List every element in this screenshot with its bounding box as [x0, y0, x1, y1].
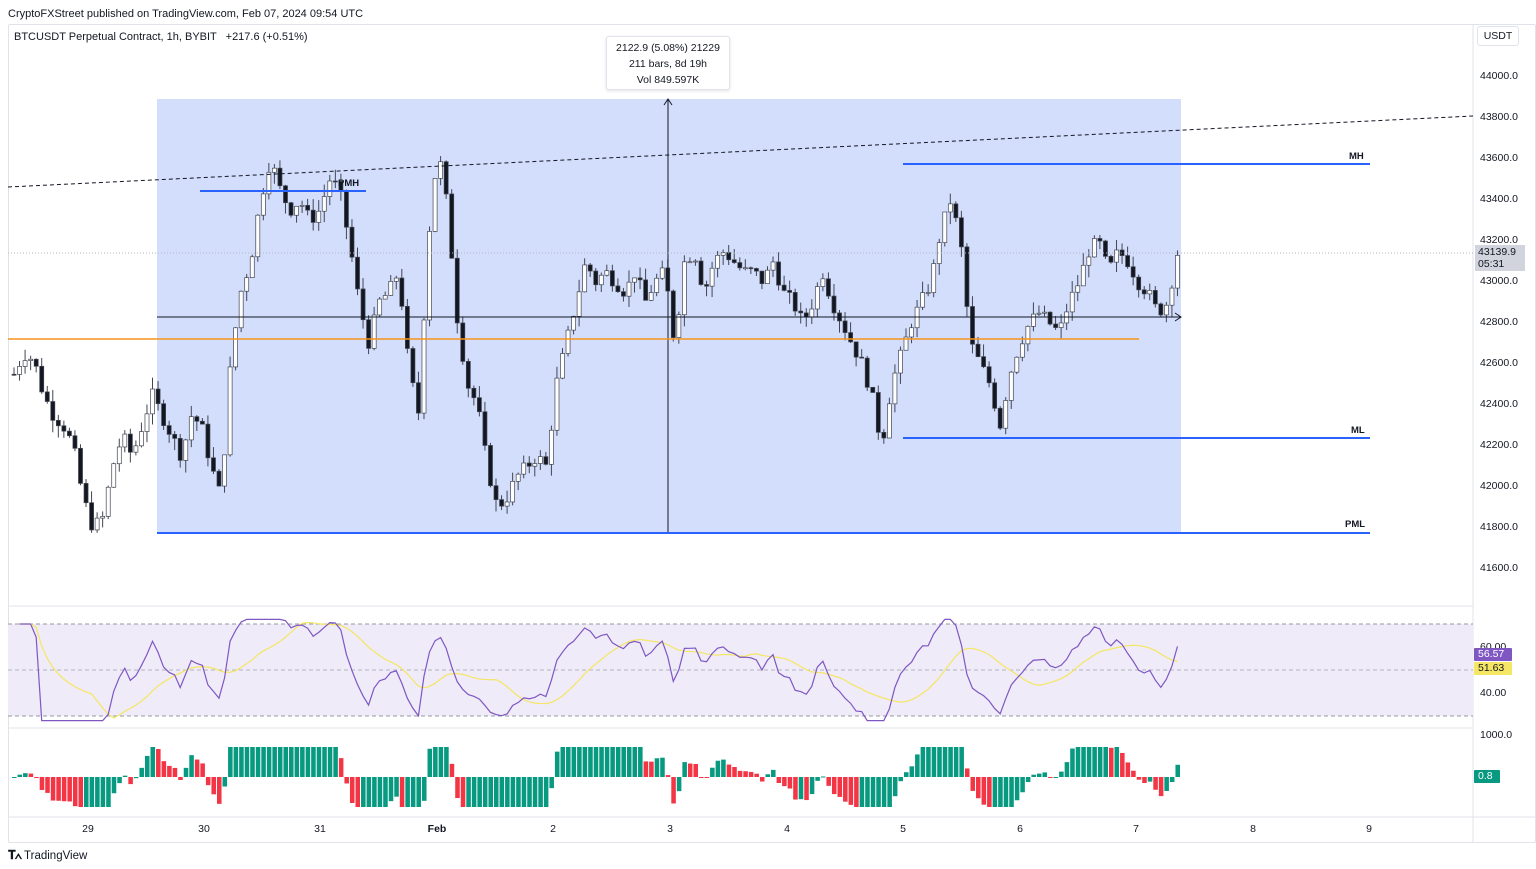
- price-tick: 42400.0: [1480, 398, 1518, 410]
- price-tick: 43600.0: [1480, 152, 1518, 164]
- time-tick: 2: [550, 823, 556, 835]
- measure-tooltip: 2122.9 (5.08%) 21229 211 bars, 8d 19h Vo…: [606, 36, 730, 90]
- rsi-tick-40: 40.00: [1480, 687, 1507, 699]
- price-change: +217.6 (+0.51%): [225, 31, 308, 43]
- price-tick: 42000.0: [1480, 480, 1518, 492]
- rsi-line: [19, 618, 1179, 722]
- measure-change: 2122.9 (5.08%) 21229: [616, 42, 720, 54]
- pmh-label: PMH: [338, 178, 360, 189]
- pml-label: PML: [1345, 519, 1366, 530]
- time-tick: 5: [900, 823, 906, 835]
- ml-label: ML: [1351, 425, 1365, 436]
- time-tick: 29: [82, 823, 94, 835]
- time-tick: 6: [1017, 823, 1023, 835]
- time-tick: Feb: [427, 823, 447, 835]
- date-price-range[interactable]: [157, 99, 1181, 533]
- price-tick: 43000.0: [1480, 275, 1518, 287]
- measure-bars: 211 bars, 8d 19h: [628, 58, 708, 70]
- rsi-ma-value-tag: 51.63: [1474, 662, 1512, 675]
- bar-countdown: 05:31: [1478, 258, 1505, 270]
- symbol-title: BTCUSDT Perpetual Contract, 1h, BYBIT: [14, 31, 217, 43]
- measure-volume: Vol 849.597K: [636, 74, 700, 86]
- candlestick-series: [11, 156, 1180, 533]
- rsi-ma-line: [19, 621, 1178, 719]
- osc-value-tag: 0.8: [1474, 770, 1500, 783]
- tradingview-logo[interactable]: 𝐓∧ TradingView: [8, 848, 87, 863]
- price-tick: 44000.0: [1480, 70, 1518, 82]
- time-tick: 4: [784, 823, 790, 835]
- oscillator-histogram: [12, 747, 1180, 807]
- time-tick: 3: [667, 823, 673, 835]
- current-price: 43139.9: [1478, 246, 1516, 258]
- price-tick: 42600.0: [1480, 357, 1518, 369]
- time-tick: 30: [198, 823, 210, 835]
- price-tick: 43200.0: [1480, 234, 1518, 246]
- time-tick: 31: [314, 823, 326, 835]
- price-tick: 43800.0: [1480, 111, 1518, 123]
- osc-tick-1000: 1000.0: [1480, 729, 1513, 741]
- time-tick: 7: [1133, 823, 1139, 835]
- brand-name: TradingView: [24, 849, 88, 862]
- price-tick: 42200.0: [1480, 439, 1518, 451]
- symbol-legend: BTCUSDT Perpetual Contract, 1h, BYBIT +2…: [14, 31, 308, 43]
- rsi-value-tag: 56.57: [1474, 648, 1512, 661]
- price-tick: 41800.0: [1480, 521, 1518, 533]
- time-tick: 9: [1366, 823, 1372, 835]
- mh-label: MH: [1349, 151, 1364, 162]
- price-tick: 42800.0: [1480, 316, 1518, 328]
- time-tick: 8: [1250, 823, 1256, 835]
- price-tick: 43400.0: [1480, 193, 1518, 205]
- arrow-right-icon: [1174, 312, 1182, 322]
- currency-button[interactable]: USDT: [1477, 26, 1519, 46]
- current-price-tag: 43139.9 05:31: [1475, 245, 1525, 271]
- price-tick: 41600.0: [1480, 562, 1518, 574]
- publish-info: CryptoFXStreet published on TradingView.…: [8, 8, 364, 20]
- arrow-up-icon: [663, 98, 673, 106]
- tradingview-logo-icon: 𝐓∧: [8, 848, 22, 862]
